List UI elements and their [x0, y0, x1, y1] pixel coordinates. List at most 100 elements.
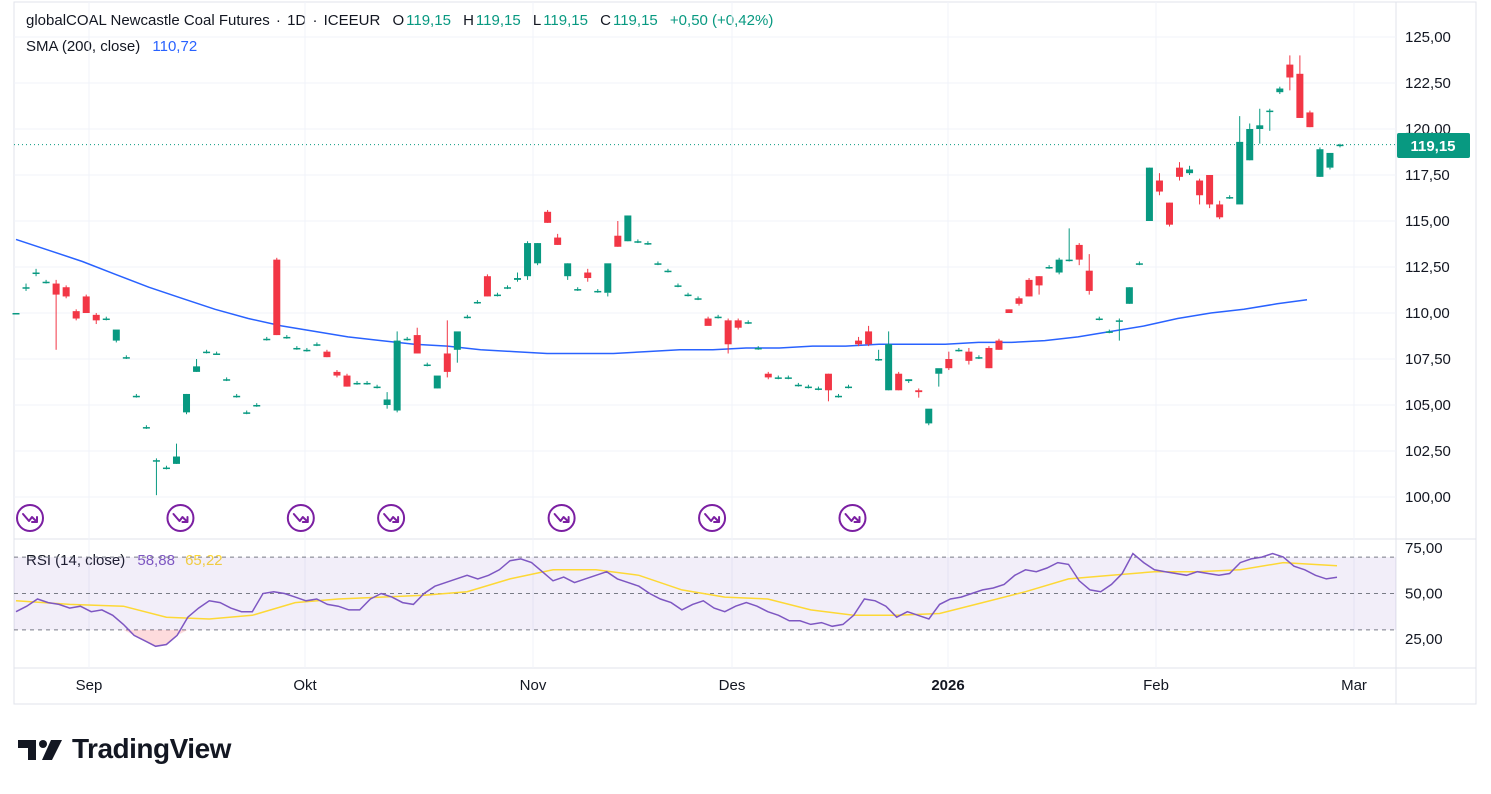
candle-body	[82, 296, 90, 313]
rsi-tick-label: 75,00	[1405, 540, 1443, 557]
candle	[1045, 265, 1053, 269]
candle-body	[473, 301, 481, 304]
dividend-event-icon	[286, 504, 315, 532]
candle	[283, 335, 291, 339]
open-label: O	[392, 12, 405, 29]
candle-body	[744, 322, 752, 324]
candle	[764, 371, 772, 380]
candle-body	[814, 388, 822, 390]
candle	[1065, 228, 1073, 262]
candle-body	[975, 357, 983, 359]
candle	[383, 392, 391, 409]
candle	[253, 403, 261, 407]
candle-body	[1065, 259, 1073, 262]
dividend-event-icon	[377, 504, 406, 532]
candle-body	[363, 382, 371, 385]
candle	[694, 296, 702, 301]
candle-body	[644, 243, 652, 245]
candle-body	[22, 287, 30, 289]
candle	[704, 316, 712, 326]
candle-body	[12, 313, 20, 315]
candle-body	[102, 318, 110, 321]
candle	[744, 320, 752, 325]
candle-body	[1045, 267, 1053, 269]
candle	[1296, 55, 1304, 118]
candle-body	[885, 344, 893, 391]
candle-body	[865, 331, 873, 345]
candle-body	[704, 318, 712, 326]
candle-body	[734, 320, 742, 328]
candle-body	[1025, 279, 1033, 297]
tradingview-logo[interactable]: TradingView	[18, 733, 231, 765]
candle-body	[62, 287, 70, 297]
sma-legend[interactable]: SMA (200, close) 110,72	[26, 38, 199, 55]
price-tick-label: 102,50	[1405, 443, 1451, 460]
candle	[975, 355, 983, 359]
candle	[172, 443, 180, 464]
candle-body	[493, 294, 501, 297]
candle-body	[42, 281, 50, 284]
exchange-label: ICEEUR	[323, 12, 381, 29]
candle	[503, 285, 511, 290]
price-tick-label: 115,00	[1405, 213, 1450, 230]
candle	[303, 347, 311, 352]
candle-body	[162, 467, 170, 470]
candle-body	[1035, 276, 1043, 286]
candle-body	[263, 338, 271, 341]
candle	[52, 279, 60, 350]
candle	[343, 373, 351, 387]
event-circle	[698, 504, 727, 532]
candle	[183, 393, 191, 415]
candle-body	[353, 382, 361, 385]
candle-body	[604, 263, 612, 293]
candle-body	[925, 408, 933, 424]
candle-body	[273, 259, 281, 336]
candle-body	[684, 294, 692, 297]
candle-body	[1316, 149, 1324, 177]
candle	[233, 393, 241, 398]
candle	[985, 346, 993, 369]
candle	[353, 381, 361, 385]
rsi-legend[interactable]: RSI (14, close) 58,88 65,22	[26, 552, 225, 569]
candle-body	[764, 373, 772, 378]
candle-body	[1005, 309, 1013, 313]
candle-body	[1125, 287, 1133, 304]
dividend-event-icon	[698, 504, 727, 532]
candle	[433, 375, 441, 389]
candle	[12, 313, 20, 315]
candle	[875, 349, 883, 361]
candle	[614, 221, 622, 247]
candle	[72, 309, 80, 321]
candle	[142, 425, 150, 429]
candle	[122, 355, 130, 359]
event-circle	[838, 504, 867, 532]
event-circle	[547, 504, 576, 532]
interval-label[interactable]: 1D	[287, 12, 307, 29]
candle	[804, 384, 812, 389]
candle-body	[333, 371, 341, 376]
candle-body	[373, 386, 381, 389]
candle	[634, 239, 642, 244]
symbol-title[interactable]: globalCOAL Newcastle Coal Futures	[26, 12, 270, 29]
candle-body	[1115, 320, 1123, 322]
event-arrow	[553, 513, 570, 523]
candle-body	[503, 287, 511, 289]
dividend-event-icon	[838, 504, 867, 532]
event-circle	[16, 504, 44, 532]
candle-body	[1246, 129, 1254, 161]
candle-body	[112, 329, 120, 341]
price-tick-label: 125,00	[1405, 29, 1451, 46]
candle-body	[554, 237, 562, 245]
close-value: 119,15	[612, 12, 658, 29]
time-tick-label: Feb	[1143, 677, 1169, 694]
candle-body	[1176, 167, 1184, 177]
candle-layer	[12, 55, 1344, 496]
candle	[1236, 116, 1244, 205]
event-arrow	[844, 513, 861, 523]
candle-body	[152, 460, 160, 462]
candle-body	[1015, 298, 1023, 304]
legend-separator: ·	[275, 12, 281, 29]
candle-body	[393, 340, 401, 411]
candle	[784, 375, 792, 380]
